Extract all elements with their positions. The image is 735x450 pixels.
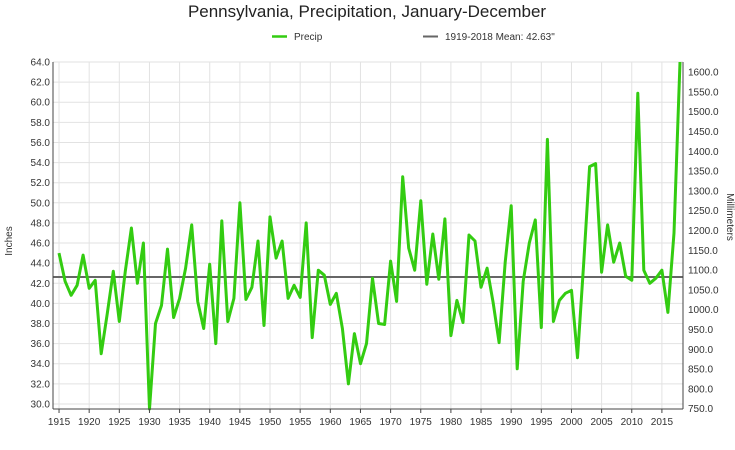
- x-tick-labels: 1915 1920 1925 1930 1935 1940 1945 1950 1955 1960…: [48, 409, 674, 428]
- y-left-tick-label: 60.0: [31, 98, 51, 109]
- y-left-tick-label: 64.0: [31, 58, 51, 69]
- x-tick-label: 2010: [621, 417, 644, 428]
- y-left-tick-label: 48.0: [31, 218, 51, 229]
- y-right-tick-label: 1300.0: [688, 186, 719, 197]
- x-tick-label: 1960: [319, 417, 342, 428]
- x-tick-label: 1940: [199, 417, 222, 428]
- y-left-axis-label: Inches: [4, 226, 15, 255]
- legend-label-precip[interactable]: Precip: [294, 32, 323, 43]
- y-right-tick-label: 750.0: [688, 404, 713, 415]
- series-layer: [57, 61, 682, 411]
- y-left-tick-label: 44.0: [31, 259, 51, 270]
- x-tick-label: 1975: [410, 417, 433, 428]
- y-right-tick-label: 1400.0: [688, 147, 719, 158]
- x-tick-label: 1965: [349, 417, 372, 428]
- y-right-tick-label: 1000.0: [688, 305, 719, 316]
- x-tick-label: 1980: [440, 417, 463, 428]
- x-tick-label: 2015: [651, 417, 674, 428]
- legend: Precip 1919-2018 Mean: 42.63": [272, 32, 555, 43]
- y-right-tick-label: 1050.0: [688, 285, 719, 296]
- y-left-tick-label: 30.0: [31, 399, 51, 410]
- y-right-tick-label: 1200.0: [688, 226, 719, 237]
- y-left-tick-label: 38.0: [31, 319, 51, 330]
- y-right-tick-label: 950.0: [688, 325, 713, 336]
- x-tick-label: 1925: [108, 417, 131, 428]
- y-left-tick-label: 42.0: [31, 279, 51, 290]
- y-left-tick-label: 52.0: [31, 178, 51, 189]
- y-right-tick-label: 1150.0: [688, 246, 718, 257]
- y-left-tick-label: 58.0: [31, 118, 51, 129]
- legend-label-mean[interactable]: 1919-2018 Mean: 42.63": [445, 32, 555, 43]
- x-tick-label: 1935: [168, 417, 191, 428]
- y-right-tick-label: 1500.0: [688, 107, 719, 118]
- y-right-axis-label: Millimeters: [724, 193, 735, 241]
- y-right-tick-labels: 750.0 800.0 850.0 900.0 950.0 1000.0 1050.0 110…: [688, 68, 719, 416]
- y-left-tick-label: 54.0: [31, 158, 51, 169]
- x-tick-label: 1945: [229, 417, 252, 428]
- x-tick-label: 1970: [379, 417, 402, 428]
- y-right-tick-label: 1600.0: [688, 68, 719, 79]
- y-left-tick-label: 36.0: [31, 339, 51, 350]
- y-left-tick-label: 46.0: [31, 239, 51, 250]
- x-tick-label: 1955: [289, 417, 312, 428]
- y-left-tick-label: 40.0: [31, 299, 51, 310]
- y-right-tick-label: 1250.0: [688, 206, 719, 217]
- x-tick-label: 1985: [470, 417, 493, 428]
- x-tick-label: 1930: [138, 417, 161, 428]
- y-right-tick-label: 850.0: [688, 365, 713, 376]
- y-left-tick-labels: 30.0 32.0 34.0 36.0 38.0 40.0 42.0 44.0 46.0 48.0…: [31, 58, 51, 411]
- y-left-tick-label: 50.0: [31, 198, 51, 209]
- grid-lines: [53, 61, 683, 409]
- chart-title: Pennsylvania, Precipitation, January-Dec…: [188, 2, 546, 21]
- y-right-tick-label: 900.0: [688, 345, 713, 356]
- x-tick-label: 2005: [590, 417, 613, 428]
- x-tick-label: 1915: [48, 417, 71, 428]
- x-tick-label: 1995: [530, 417, 553, 428]
- x-tick-label: 1990: [500, 417, 523, 428]
- y-left-tick-label: 62.0: [31, 78, 51, 89]
- x-tick-label: 1950: [259, 417, 282, 428]
- y-left-tick-label: 34.0: [31, 359, 51, 370]
- x-tick-label: 1920: [78, 417, 101, 428]
- y-right-tick-label: 1100.0: [688, 266, 718, 277]
- x-tick-label: 2000: [560, 417, 583, 428]
- y-right-tick-label: 1550.0: [688, 87, 719, 98]
- y-right-tick-label: 1450.0: [688, 127, 719, 138]
- y-right-tick-label: 800.0: [688, 384, 713, 395]
- y-left-tick-label: 32.0: [31, 379, 51, 390]
- precip-series-line: [57, 61, 682, 411]
- y-right-tick-label: 1350.0: [688, 167, 719, 178]
- y-left-tick-label: 56.0: [31, 138, 51, 149]
